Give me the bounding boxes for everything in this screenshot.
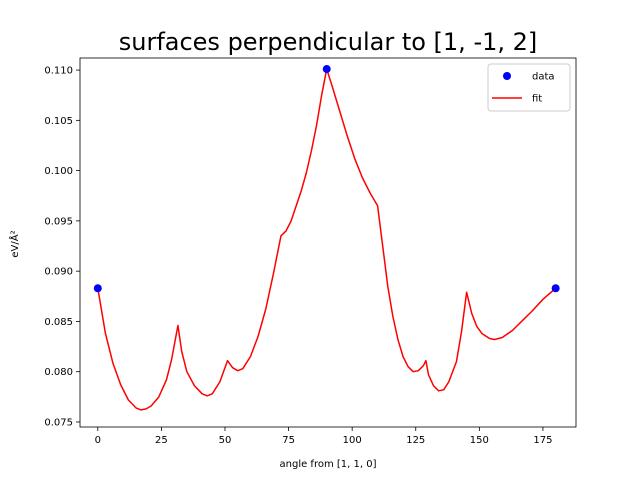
x-tick-label: 125 <box>406 435 425 446</box>
legend-box <box>487 63 571 112</box>
y-tick-label: 0.110 <box>44 66 73 77</box>
x-tick-label: 150 <box>470 435 489 446</box>
chart-title: surfaces perpendicular to [1, -1, 2] <box>119 28 538 56</box>
plot-area <box>79 57 577 428</box>
axes-frame <box>79 57 577 428</box>
y-tick-label: 0.085 <box>44 317 73 328</box>
data-point <box>322 65 331 74</box>
y-tick-label: 0.080 <box>44 367 73 378</box>
x-axis-label: angle from [1, 1, 0] <box>280 459 377 470</box>
data-point <box>551 284 560 293</box>
y-tick-label: 0.095 <box>44 216 73 227</box>
x-axis: 0 25 50 75 100 125 150 175 <box>95 427 552 446</box>
fit-series-line <box>97 68 557 411</box>
y-tick-label: 0.100 <box>44 166 73 177</box>
x-tick-label: 25 <box>155 435 168 446</box>
legend-label: fit <box>532 94 542 105</box>
legend-marker-data <box>503 72 511 80</box>
x-tick-label: 100 <box>343 435 362 446</box>
y-tick-label: 0.075 <box>44 417 73 428</box>
x-tick-label: 50 <box>219 435 232 446</box>
y-axis: 0.075 0.080 0.085 0.090 0.095 0.100 0.105 0.110 <box>44 66 80 428</box>
legend: data fit <box>487 63 571 112</box>
x-tick-label: 175 <box>533 435 552 446</box>
y-axis-label: eV/Å² <box>8 230 21 257</box>
legend-label: data <box>532 72 555 83</box>
y-tick-label: 0.090 <box>44 267 73 278</box>
data-point <box>93 284 102 293</box>
x-tick-label: 75 <box>282 435 295 446</box>
y-tick-label: 0.105 <box>44 116 73 127</box>
x-tick-label: 0 <box>95 435 101 446</box>
